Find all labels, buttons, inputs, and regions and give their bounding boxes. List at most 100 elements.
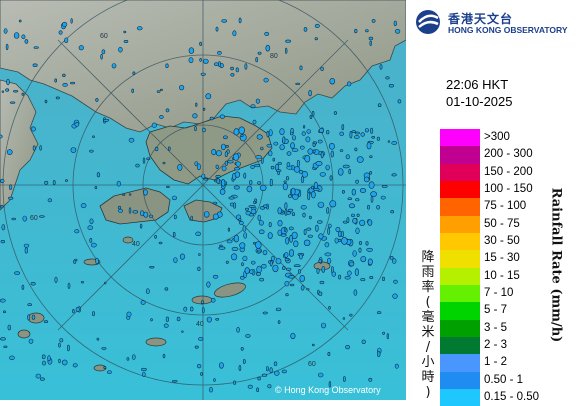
rain-echo [233, 185, 240, 190]
rain-echo [3, 345, 8, 348]
rain-echo [33, 46, 39, 49]
range-label: 40 [196, 321, 204, 328]
rain-echo [351, 188, 356, 196]
rain-echo [135, 163, 140, 168]
rain-echo [39, 145, 42, 151]
rain-echo [327, 223, 332, 229]
rain-echo [44, 180, 49, 185]
rain-echo [0, 240, 5, 244]
rain-echo [309, 215, 312, 220]
rain-echo [227, 227, 230, 232]
legend-row: 50 - 75 [440, 215, 575, 233]
rain-echo [317, 220, 323, 224]
rain-echo [270, 165, 275, 170]
rain-echo [47, 198, 53, 203]
rain-echo [315, 224, 319, 232]
rain-echo [203, 178, 209, 181]
rain-echo [392, 258, 397, 264]
rain-echo [315, 161, 323, 167]
range-label: 60 [30, 215, 38, 222]
legend-row: 0.50 - 1 [440, 371, 575, 389]
rain-echo [27, 303, 33, 306]
legend-label: 50 - 75 [484, 217, 520, 230]
rain-echo [256, 387, 260, 393]
rain-echo [13, 32, 20, 39]
rain-echo [311, 343, 315, 347]
rain-echo [0, 204, 4, 209]
rain-echo [263, 204, 268, 208]
rain-echo [228, 196, 235, 200]
rain-echo [306, 288, 310, 291]
rain-echo [209, 387, 213, 393]
rain-echo [245, 210, 251, 216]
rain-echo [287, 208, 294, 212]
legend-swatch [440, 267, 480, 285]
rain-echo [3, 28, 8, 34]
rain-echo [249, 180, 253, 185]
rain-echo [277, 207, 282, 215]
rain-echo [324, 242, 330, 248]
rain-echo [250, 208, 257, 215]
rain-echo [289, 234, 294, 243]
rain-echo [231, 253, 238, 261]
rain-echo [218, 61, 221, 67]
rain-echo [30, 282, 36, 286]
rain-echo [2, 310, 7, 314]
rain-echo [118, 46, 123, 53]
rain-echo [318, 259, 323, 263]
rain-echo [219, 114, 225, 119]
rain-echo [371, 136, 376, 139]
legend-row: 7 - 10 [440, 284, 575, 303]
rain-echo [266, 130, 270, 138]
rain-echo [238, 218, 242, 222]
rain-echo [41, 354, 46, 360]
legend-swatch [440, 354, 480, 372]
rain-echo [257, 51, 262, 55]
rain-echo [194, 161, 199, 167]
rain-echo [299, 65, 303, 71]
rain-echo [262, 311, 268, 315]
rain-echo [8, 196, 14, 200]
rain-echo [139, 223, 143, 229]
rain-echo [27, 314, 31, 321]
rain-echo [360, 132, 365, 137]
rain-echo [311, 185, 315, 190]
rain-echo [356, 156, 364, 163]
legend-label: 75 - 100 [484, 200, 527, 213]
rain-echo [367, 204, 370, 210]
rain-echo [369, 40, 372, 46]
rain-echo [327, 351, 331, 357]
rain-echo [282, 182, 288, 191]
rain-echo [62, 73, 66, 77]
rain-echo [306, 227, 312, 231]
rain-echo [192, 113, 198, 119]
rain-echo [217, 51, 222, 55]
legend-swatch [440, 250, 480, 268]
rain-echo [233, 128, 240, 136]
rain-echo [1, 90, 5, 93]
rain-echo [276, 169, 282, 172]
rain-echo [154, 235, 157, 239]
rain-echo [345, 345, 350, 350]
rain-echo [293, 264, 301, 268]
radar-map[interactable]: 60 80 40 40 60 60 © Hong Kong Observator… [0, 0, 406, 400]
rain-echo [389, 255, 394, 260]
legend-title-english: Rainfall Rate (mm/h) [548, 187, 564, 343]
rain-echo [190, 215, 193, 221]
rain-echo [198, 253, 201, 256]
rain-echo [273, 141, 279, 146]
rain-echo [291, 212, 296, 217]
legend-swatch [440, 319, 480, 337]
rain-echo [149, 266, 155, 269]
rain-echo [261, 373, 268, 377]
rain-echo [250, 260, 256, 265]
rain-echo [329, 77, 336, 85]
rain-echo [234, 167, 240, 171]
rain-echo [62, 83, 68, 87]
rain-echo [269, 367, 273, 374]
rain-echo [302, 212, 306, 218]
rain-echo [61, 21, 68, 27]
hko-logo[interactable]: 香港天文台 HONG KONG OBSERVATORY [414, 8, 574, 36]
rain-echo [230, 66, 234, 71]
rain-echo [356, 213, 360, 218]
